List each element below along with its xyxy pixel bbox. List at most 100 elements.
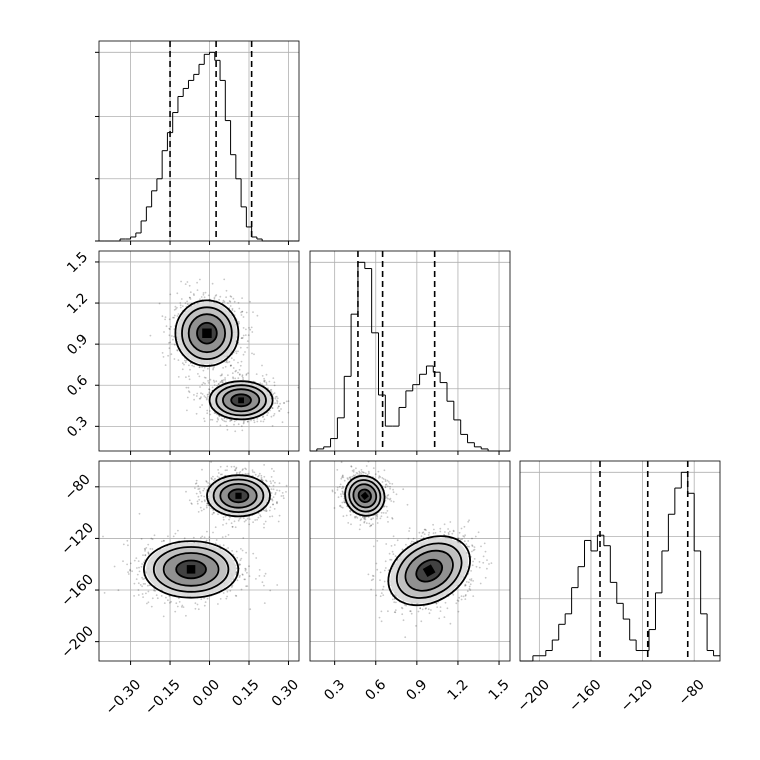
scatter-panel-p1-p3 bbox=[95, 459, 300, 665]
sample-point bbox=[248, 327, 250, 329]
sample-point bbox=[356, 517, 359, 519]
sample-point bbox=[285, 484, 288, 487]
sample-point bbox=[237, 519, 240, 522]
sample-point bbox=[222, 544, 225, 547]
sample-point bbox=[276, 501, 278, 503]
sample-point bbox=[173, 314, 176, 317]
sample-point bbox=[209, 413, 212, 416]
sample-point bbox=[211, 478, 213, 480]
sample-point bbox=[180, 298, 183, 300]
sample-point bbox=[147, 543, 150, 546]
density-peak bbox=[186, 565, 196, 574]
sample-point bbox=[242, 334, 245, 337]
sample-point bbox=[231, 309, 234, 311]
contour-line bbox=[219, 482, 258, 509]
sample-point bbox=[221, 373, 223, 376]
sample-point bbox=[205, 480, 208, 482]
sample-point bbox=[203, 420, 206, 423]
sample-point bbox=[372, 517, 374, 520]
sample-point bbox=[203, 395, 206, 397]
sample-point bbox=[217, 513, 219, 516]
sample-point bbox=[265, 479, 267, 482]
sample-point bbox=[200, 392, 202, 395]
sample-point bbox=[241, 469, 244, 472]
sample-point bbox=[206, 394, 209, 396]
contour-line bbox=[187, 313, 226, 354]
sample-point bbox=[257, 516, 260, 519]
sample-point bbox=[198, 375, 201, 378]
sample-point bbox=[240, 337, 243, 339]
sample-point bbox=[364, 472, 367, 475]
sample-point bbox=[246, 517, 249, 520]
sample-point bbox=[139, 584, 142, 586]
sample-point bbox=[251, 469, 254, 471]
sample-point bbox=[175, 602, 178, 605]
sample-point bbox=[390, 500, 393, 502]
sample-point bbox=[216, 475, 219, 478]
sample-point bbox=[201, 500, 203, 503]
contour-line bbox=[208, 380, 274, 421]
sample-point bbox=[251, 352, 253, 355]
sample-point bbox=[137, 589, 140, 591]
sample-point bbox=[200, 296, 203, 298]
sample-point bbox=[206, 502, 208, 505]
sample-point bbox=[368, 522, 371, 525]
sample-point bbox=[198, 487, 201, 490]
sample-point bbox=[234, 526, 237, 529]
sample-point bbox=[249, 608, 252, 611]
sample-point bbox=[176, 605, 179, 608]
sample-point bbox=[188, 391, 191, 394]
sample-point bbox=[263, 584, 265, 587]
sample-point bbox=[200, 536, 202, 539]
sample-point bbox=[231, 584, 234, 587]
sample-point bbox=[208, 388, 211, 391]
sample-point bbox=[222, 524, 224, 526]
sample-point bbox=[231, 372, 234, 375]
sample-point bbox=[103, 592, 106, 594]
sample-point bbox=[232, 376, 234, 379]
sample-point bbox=[153, 589, 155, 592]
sample-point bbox=[199, 490, 201, 493]
sample-point bbox=[178, 601, 181, 603]
sample-point bbox=[151, 597, 154, 600]
sample-point bbox=[360, 473, 363, 475]
sample-point bbox=[221, 379, 224, 382]
sample-point bbox=[240, 425, 243, 428]
sample-point bbox=[194, 487, 196, 489]
sample-point bbox=[343, 501, 345, 503]
sample-point bbox=[171, 335, 173, 337]
sample-point bbox=[230, 419, 233, 422]
contour-line bbox=[196, 321, 218, 345]
sample-point bbox=[349, 514, 352, 516]
sample-point bbox=[233, 420, 236, 423]
sample-point bbox=[176, 349, 179, 351]
sample-point bbox=[173, 316, 175, 319]
sample-point bbox=[350, 465, 353, 468]
sample-point bbox=[389, 497, 392, 500]
sample-point bbox=[237, 361, 239, 364]
sample-point bbox=[235, 467, 237, 470]
sample-point bbox=[196, 502, 199, 505]
sample-point bbox=[197, 459, 199, 461]
sample-point bbox=[198, 498, 201, 501]
sample-point bbox=[207, 367, 209, 370]
sample-point bbox=[220, 374, 223, 377]
sample-point bbox=[238, 374, 241, 376]
sample-point bbox=[182, 606, 185, 608]
sample-point bbox=[169, 325, 172, 328]
sample-point bbox=[257, 475, 259, 478]
sample-point bbox=[389, 485, 391, 488]
contour-line bbox=[143, 540, 240, 599]
sample-point bbox=[226, 469, 228, 471]
sample-point bbox=[233, 359, 235, 361]
sample-point bbox=[202, 489, 205, 492]
sample-point bbox=[244, 334, 247, 336]
sample-point bbox=[278, 482, 281, 485]
sample-point bbox=[197, 485, 200, 487]
sample-point bbox=[199, 298, 201, 301]
sample-point bbox=[278, 410, 281, 412]
sample-point bbox=[278, 514, 281, 517]
sample-point bbox=[285, 491, 287, 493]
sample-point bbox=[231, 526, 234, 528]
